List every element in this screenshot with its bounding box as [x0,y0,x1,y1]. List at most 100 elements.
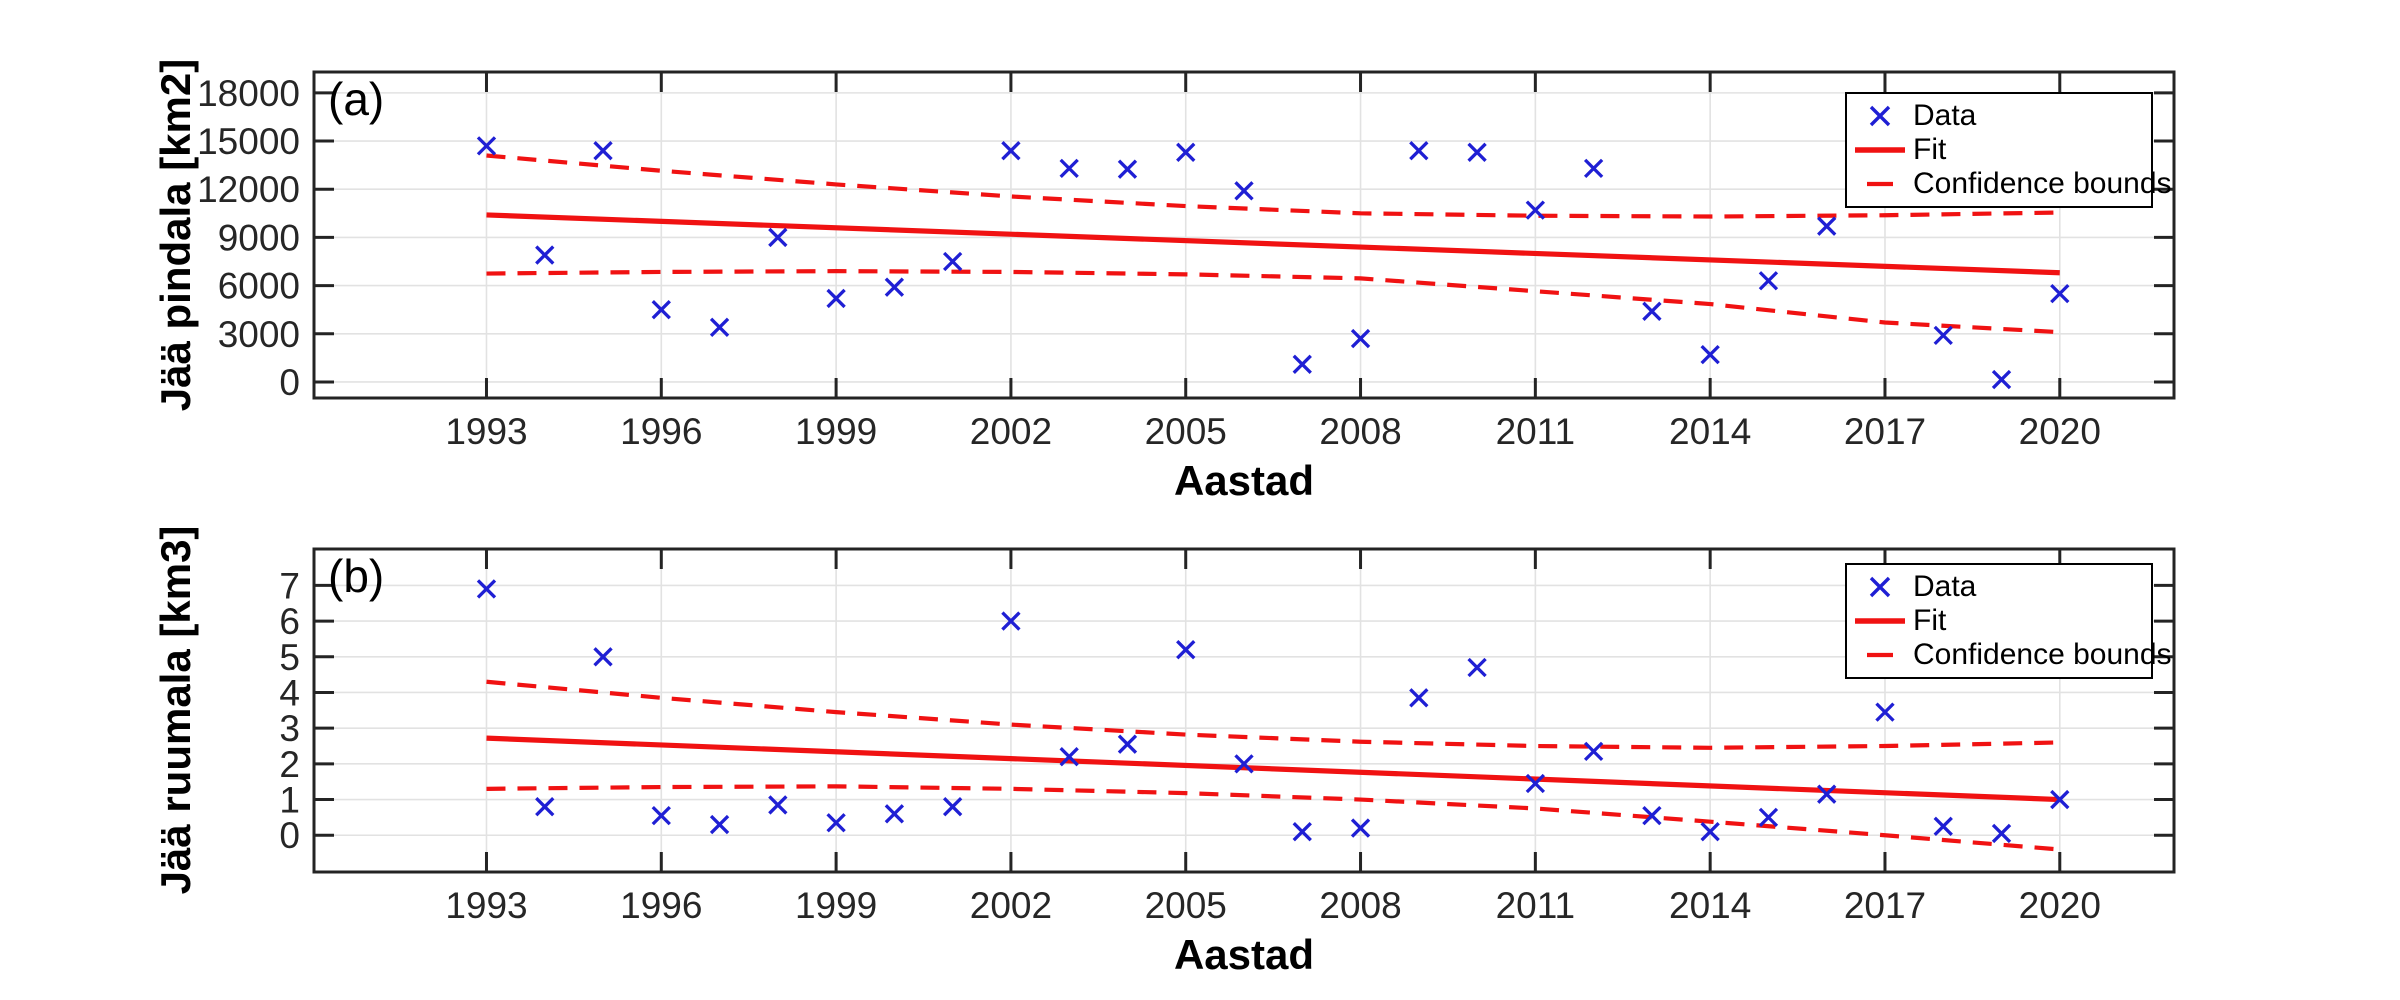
x-tick-label: 2017 [1844,885,1926,926]
legend-label: Data [1913,570,1977,603]
data-point [1059,747,1079,767]
data-point [1467,142,1487,162]
legend-panel-a: Data Fit Confidence bounds [1845,92,2172,208]
confidence-bound-line [486,784,2060,852]
data-point [593,141,613,161]
data-point [1292,822,1312,842]
y-tick-label: 18000 [197,73,300,114]
data-point [651,300,671,320]
axis-box [312,70,2176,400]
data-point [1933,325,1953,346]
x-axis-label-panel-b: Aastad [1173,931,1315,978]
x-tick-label: 2014 [1669,411,1751,452]
dashed-line-icon [1867,652,1893,658]
x-tick-label: 1996 [620,411,702,452]
data-point [1700,822,1720,842]
x-tick-label: 2008 [1319,411,1401,452]
data-point [1933,816,1953,836]
solid-line-icon [1855,147,1905,153]
data-point [709,814,730,835]
legend-label: Confidence bounds [1913,638,2172,671]
data-point [1176,639,1196,660]
data-point [768,227,788,248]
data-point [1467,657,1487,678]
data-point [884,804,905,824]
x-tick-label: 2008 [1319,885,1401,926]
data-point [709,317,730,338]
legend-panel-b: Data Fit Confidence bounds [1845,563,2172,679]
y-tick-label: 0 [279,362,300,403]
x-marker-icon [1869,576,1891,598]
panel-a-letter: (a) [328,73,385,125]
data-point [593,647,613,667]
x-tick-label: 2005 [1145,411,1227,452]
solid-line-icon [1855,618,1905,624]
data-point [1583,158,1604,179]
y-axis-label-panel-b: Jää ruumala [km3] [152,525,199,895]
axis-box [312,547,2176,874]
x-tick-label: 1999 [795,411,877,452]
panel-b-letter: (b) [328,550,385,602]
data-point [2050,283,2070,304]
data-point [884,277,905,297]
data-point [1991,823,2012,844]
data-point [1642,805,1662,826]
data-point [1758,807,1779,828]
data-point [1001,611,1021,631]
x-tick-label: 2017 [1844,411,1926,452]
x-tick-label: 2020 [2019,411,2101,452]
data-point [826,813,846,833]
legend-entry-data: Data [1853,99,2151,133]
data-point [1642,301,1662,321]
x-tick-label: 2020 [2019,885,2101,926]
data-point [1292,354,1312,374]
y-tick-label: 6000 [218,266,300,307]
fit-line [486,212,2060,276]
dashed-line-icon [1867,181,1893,187]
data-point [1875,702,1895,722]
legend-entry-confidence: Confidence bounds [1853,638,2172,672]
data-point [535,245,555,265]
data-point [535,797,555,817]
data-point [1176,142,1196,162]
data-point [1234,754,1254,774]
y-tick-label: 4 [279,672,300,713]
legend-label: Fit [1913,133,1947,166]
legend-entry-fit: Fit [1853,604,2151,638]
data-point [942,251,963,272]
data-point [1350,818,1371,838]
x-tick-label: 1993 [445,411,527,452]
data-point [1700,344,1720,365]
data-point [1991,369,2012,390]
legend-entry-confidence: Confidence bounds [1853,167,2172,201]
x-tick-label: 2014 [1669,885,1751,926]
y-tick-label: 5 [279,637,300,678]
y-tick-label: 9000 [218,217,300,258]
y-tick-label: 2 [279,744,300,785]
confidence-bound-line [486,153,2060,219]
legend-entry-data: Data [1853,570,2151,604]
data-point [1117,734,1138,754]
legend-label: Data [1913,99,1977,132]
data-point [2050,789,2070,810]
x-tick-label: 2005 [1145,885,1227,926]
y-tick-label: 3000 [218,314,300,355]
y-tick-label: 3 [279,708,300,749]
data-point [476,136,497,156]
y-tick-label: 12000 [197,169,300,210]
data-point [1001,141,1021,161]
legend-label: Confidence bounds [1913,167,2172,200]
data-point [1758,271,1779,291]
y-tick-label: 6 [279,601,300,642]
data-point [476,579,497,599]
data-point [942,797,963,817]
x-axis-label-panel-a: Aastad [1173,457,1315,504]
y-tick-label: 7 [279,565,300,606]
y-tick-label: 1 [279,780,300,821]
y-axis-label-panel-a: Jää pindala [km2] [152,58,199,412]
data-point [1409,141,1429,161]
data-point [651,805,671,826]
